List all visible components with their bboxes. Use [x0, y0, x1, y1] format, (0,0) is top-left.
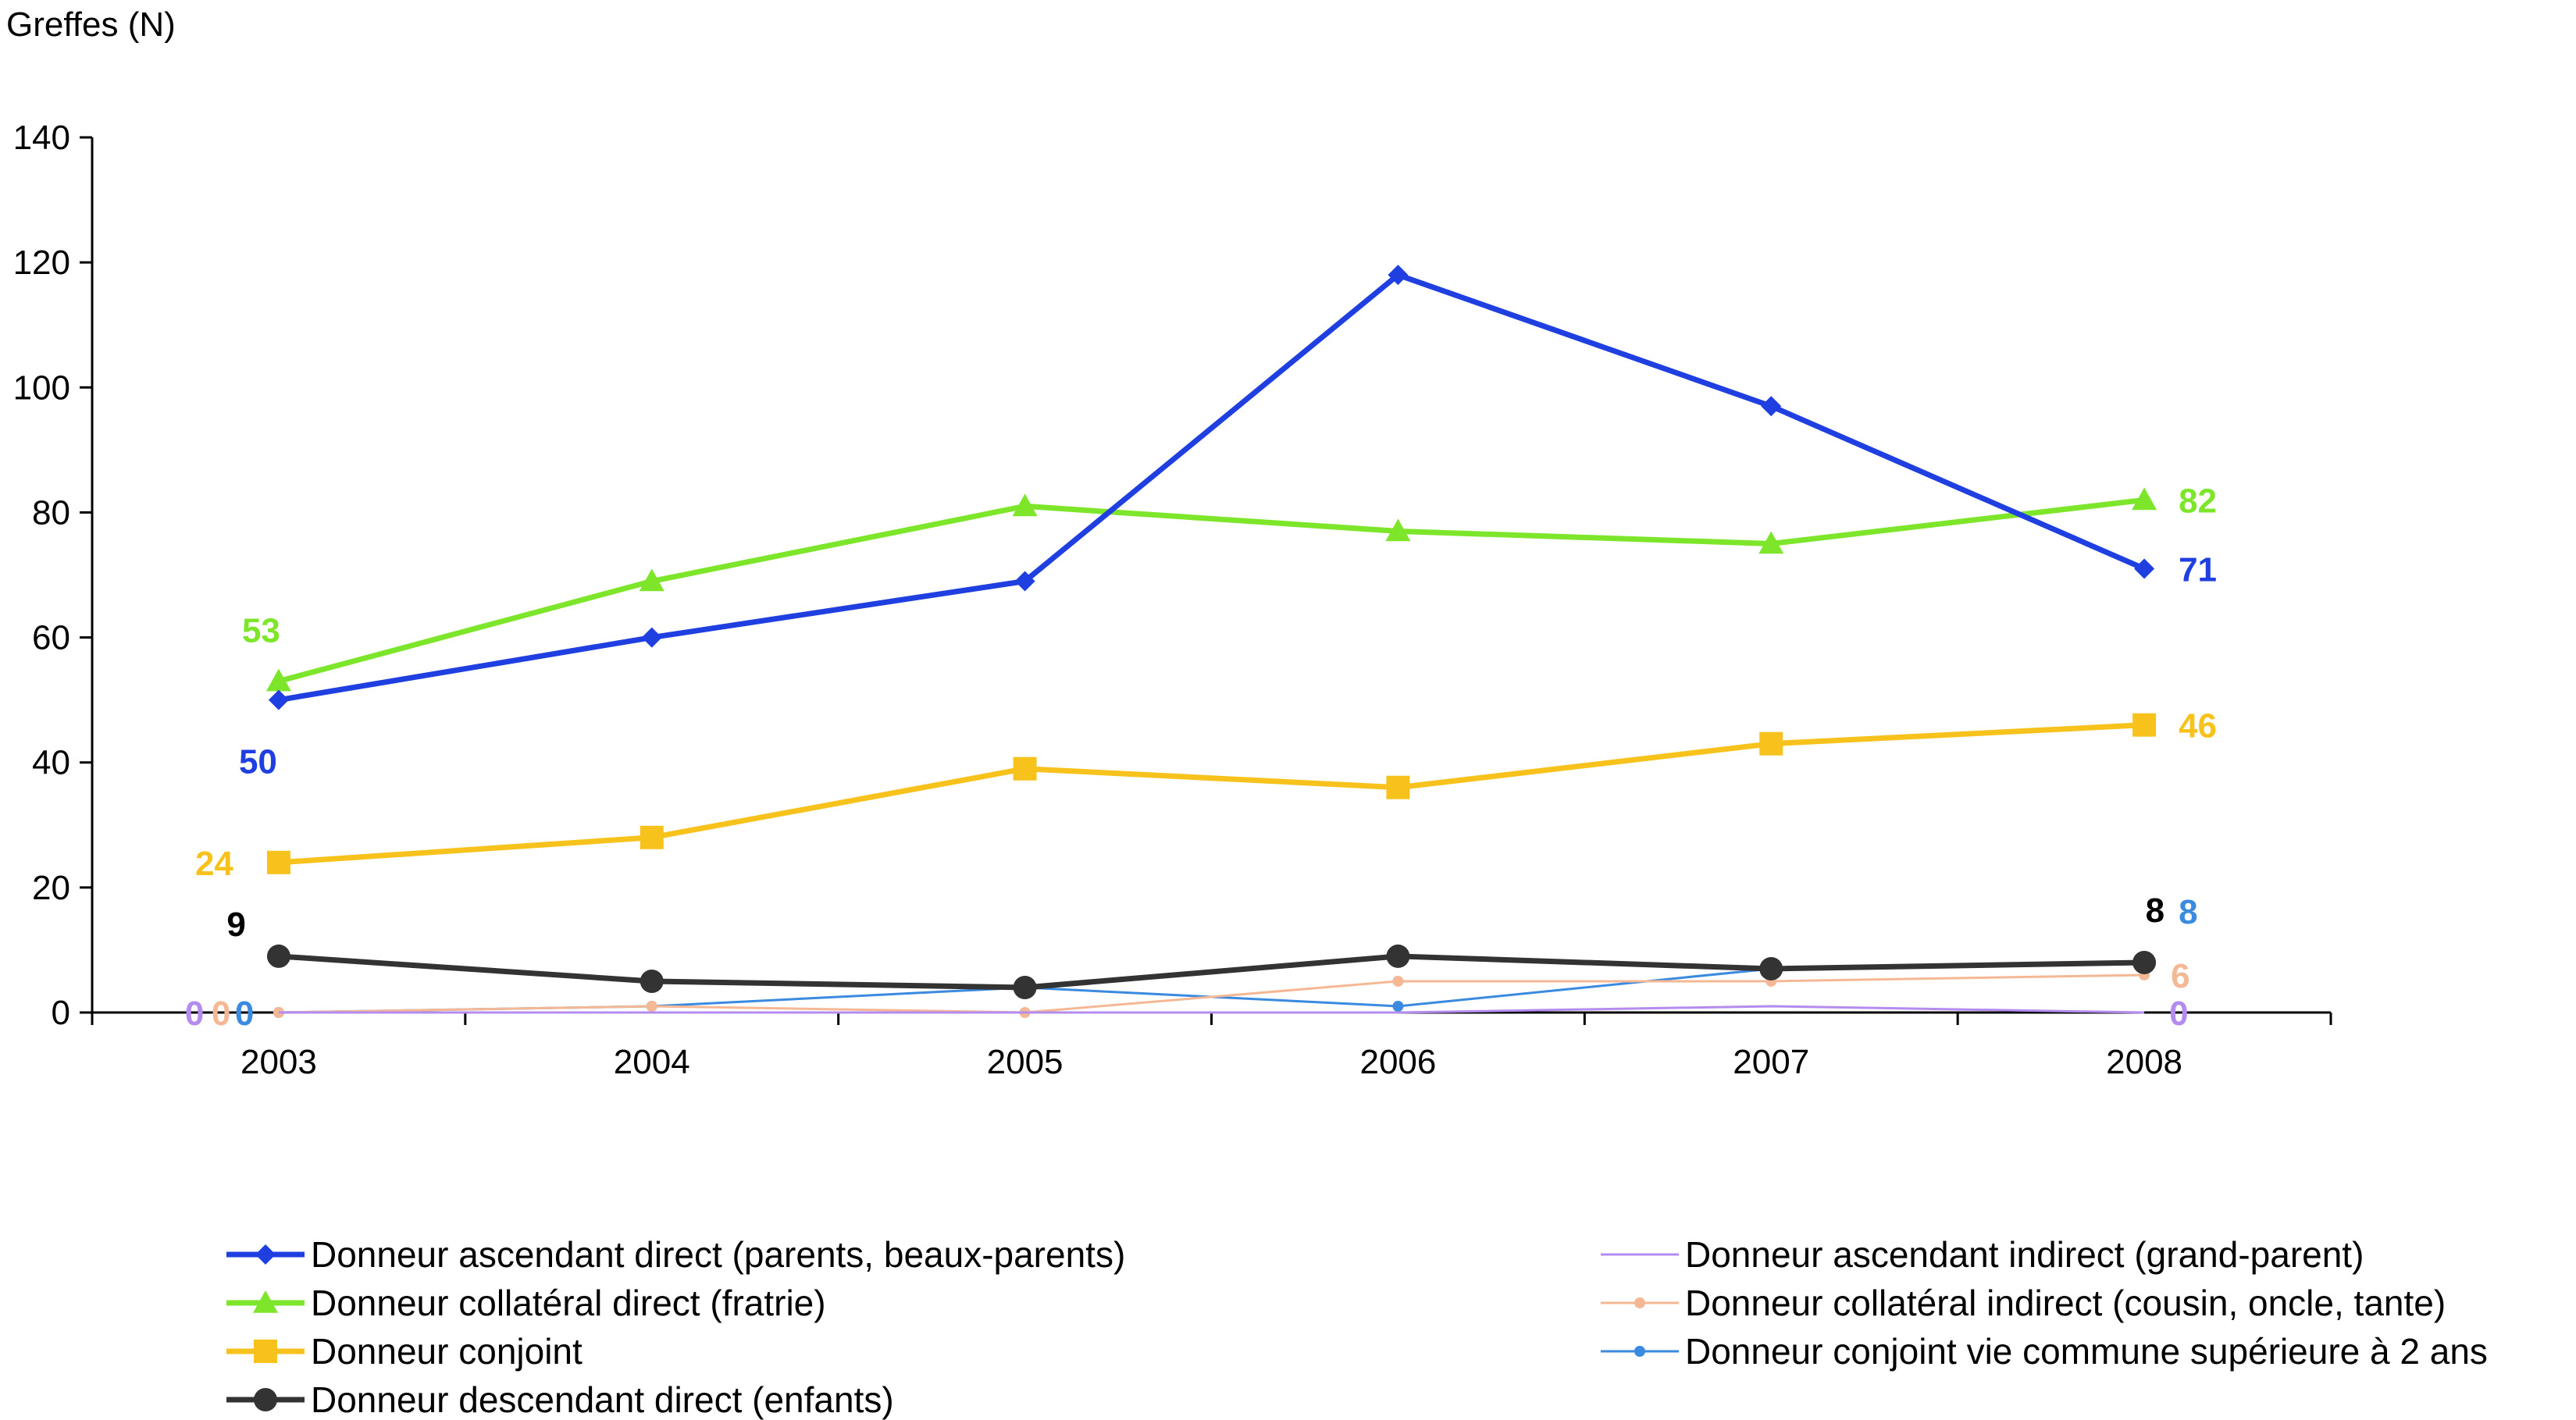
data-point	[646, 1000, 657, 1012]
x-tick-label: 2007	[1733, 1043, 1809, 1081]
y-tick-label: 120	[13, 244, 70, 282]
legend-item-1: Donneur ascendant direct (parents, beaux…	[226, 1234, 1125, 1275]
data-point	[2132, 487, 2157, 511]
x-tick-label: 2006	[1359, 1043, 1436, 1081]
data-point	[639, 568, 664, 592]
data-point	[1013, 975, 1037, 999]
series-line	[278, 1005, 2145, 1014]
legend-label: Donneur conjoint	[311, 1331, 583, 1372]
legend-swatch-marker	[1634, 1346, 1645, 1357]
legend-item-4: Donneur descendant direct (enfants)	[226, 1379, 894, 1420]
x-tick-label: 2005	[987, 1043, 1064, 1081]
data-point	[1386, 944, 1410, 968]
data-point	[1385, 518, 1411, 542]
x-tick-label: 2008	[2106, 1043, 2182, 1081]
data-label-last: 82	[2179, 482, 2217, 520]
data-point	[640, 969, 664, 993]
series-line	[278, 953, 2145, 991]
series-4	[266, 944, 2157, 999]
data-point	[1758, 531, 1784, 554]
y-tick-label: 0	[52, 994, 70, 1032]
data-label-first: 0	[235, 995, 254, 1033]
series-line	[278, 496, 2145, 685]
series-line	[278, 973, 2145, 1014]
data-label-first: 0	[185, 995, 204, 1033]
legend-label: Donneur ascendant direct (parents, beaux…	[311, 1234, 1125, 1275]
data-point	[1392, 975, 1404, 987]
data-label-first: 0	[212, 995, 230, 1033]
data-point	[2132, 950, 2157, 974]
data-point	[268, 689, 289, 710]
data-point	[1392, 1000, 1404, 1012]
series-line	[278, 272, 2146, 703]
legend-swatch-marker	[1634, 1297, 1645, 1308]
series-2	[265, 487, 2157, 692]
data-point	[1386, 775, 1410, 799]
y-tick-label: 60	[32, 619, 70, 657]
data-point	[1014, 571, 1035, 592]
data-point	[2134, 558, 2155, 579]
data-label-last: 46	[2179, 707, 2217, 746]
legend-item-6: Donneur collatéral indirect (cousin, onc…	[1601, 1283, 2446, 1323]
data-point	[1759, 731, 1783, 756]
data-point	[266, 850, 290, 874]
series-3	[266, 713, 2157, 874]
data-point	[265, 668, 291, 692]
data-point	[1761, 396, 1782, 417]
data-label-last: 71	[2179, 550, 2217, 589]
legend-label: Donneur descendant direct (enfants)	[311, 1379, 894, 1420]
legend: Donneur ascendant direct (parents, beaux…	[226, 1234, 2488, 1420]
series-5	[278, 1005, 2145, 1014]
data-label-last: 8	[2179, 893, 2197, 931]
data-point	[1013, 756, 1037, 781]
data-point	[641, 627, 662, 648]
data-label-first: 9	[226, 906, 245, 944]
data-label-last: 8	[2146, 892, 2164, 930]
legend-item-5: Donneur ascendant indirect (grand-parent…	[1601, 1234, 2364, 1275]
y-tick-label: 80	[32, 493, 70, 532]
data-point	[266, 944, 290, 968]
series-layer	[265, 265, 2157, 1018]
legend-item-2: Donneur collatéral direct (fratrie)	[226, 1283, 826, 1323]
legend-swatch-marker	[253, 1290, 278, 1313]
legend-swatch-marker	[254, 1340, 277, 1363]
y-tick-label: 20	[32, 869, 70, 907]
data-label-first: 24	[195, 845, 233, 883]
series-line	[278, 722, 2145, 866]
data-label-first: 50	[239, 743, 277, 781]
x-tick-label: 2003	[240, 1043, 317, 1081]
data-point	[2132, 713, 2157, 737]
legend-item-3: Donneur conjoint	[226, 1331, 583, 1372]
data-label-last: 6	[2171, 957, 2189, 995]
y-tick-label: 140	[13, 119, 70, 157]
legend-label: Donneur ascendant indirect (grand-parent…	[1685, 1234, 2364, 1275]
data-point	[640, 825, 664, 849]
data-label-first: 53	[242, 612, 280, 650]
legend-label: Donneur conjoint vie commune supérieure …	[1685, 1331, 2488, 1372]
series-1	[268, 265, 2155, 710]
data-label-last: 0	[2169, 995, 2188, 1033]
y-tick-label: 100	[13, 368, 70, 407]
legend-label: Donneur collatéral indirect (cousin, onc…	[1685, 1283, 2446, 1323]
data-point	[1388, 265, 1409, 286]
legend-item-7: Donneur conjoint vie commune supérieure …	[1601, 1331, 2488, 1372]
legend-label: Donneur collatéral direct (fratrie)	[311, 1283, 826, 1323]
y-tick-label: 40	[32, 744, 70, 782]
x-tick-label: 2004	[614, 1043, 690, 1081]
legend-swatch-marker	[254, 1388, 277, 1411]
data-point	[1759, 956, 1783, 980]
y-axis-label: Greffes (N)	[6, 5, 176, 44]
data-point	[1012, 493, 1038, 517]
legend-swatch-marker	[255, 1244, 276, 1265]
